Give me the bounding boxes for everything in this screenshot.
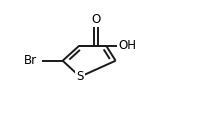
Text: Br: Br <box>24 54 37 67</box>
Text: OH: OH <box>118 39 136 52</box>
Text: O: O <box>91 13 101 26</box>
Text: S: S <box>76 70 84 83</box>
